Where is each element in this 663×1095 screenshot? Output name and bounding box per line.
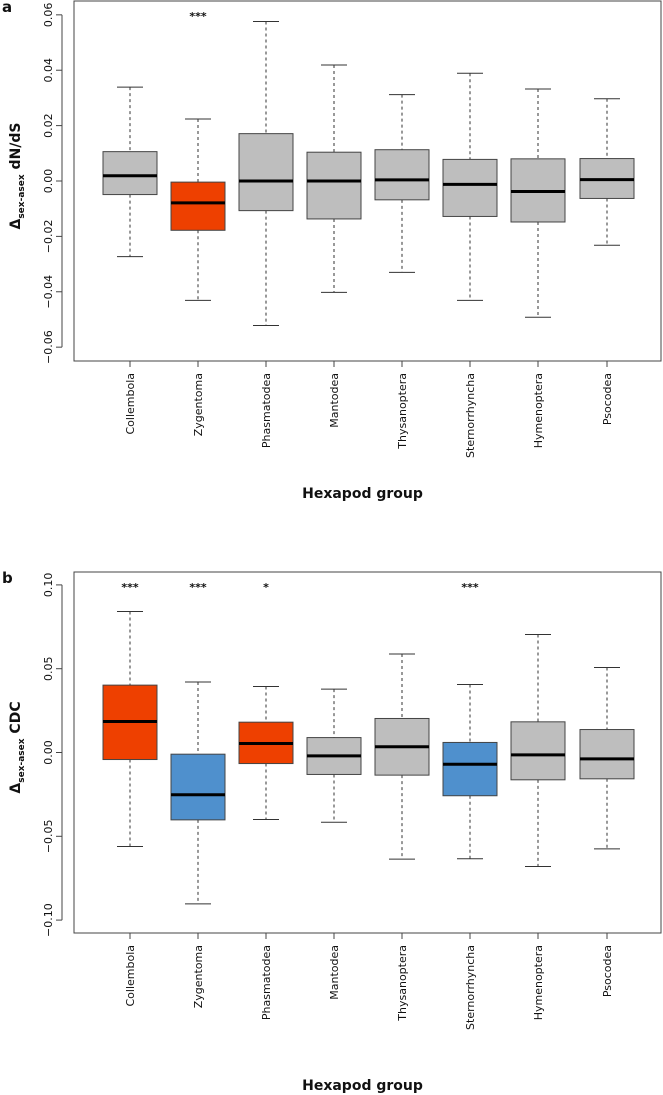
x-tick-label: Hymenoptera bbox=[532, 373, 545, 448]
box-phasmatodea bbox=[238, 20, 294, 327]
box-iqr bbox=[238, 133, 294, 212]
box-iqr bbox=[510, 721, 566, 781]
y-axis-label: Δsex-asex dN/dS bbox=[8, 122, 27, 229]
y-tick-label: 0.04 bbox=[42, 58, 55, 83]
box-iqr bbox=[579, 729, 635, 780]
y-label-quantity: CDC bbox=[8, 701, 24, 738]
y-label-subscript: sex-asex bbox=[17, 738, 27, 783]
x-tick-label: Thysanoptera bbox=[396, 945, 409, 1022]
significance-stars: *** bbox=[189, 581, 207, 594]
y-tick-label: −0.10 bbox=[42, 903, 55, 937]
panel-label: a bbox=[2, 0, 12, 16]
box-collembola: *** bbox=[102, 581, 158, 848]
x-tick-label: Mantodea bbox=[328, 945, 341, 1000]
box-iqr bbox=[170, 181, 226, 231]
y-label-subscript: sex-asex bbox=[17, 174, 27, 219]
box-psocodea bbox=[579, 98, 635, 246]
box-iqr bbox=[102, 151, 158, 196]
box-phasmatodea: * bbox=[238, 581, 294, 821]
box-iqr bbox=[442, 741, 498, 797]
x-tick-label: Sternorrhyncha bbox=[464, 945, 477, 1030]
significance-stars: *** bbox=[461, 581, 479, 594]
panel-a: a −0.06 −0.04 −0.02 0.00 0.02 0.04 0.06 Δsex-ase… bbox=[2, 0, 662, 502]
y-tick-label: 0.00 bbox=[42, 169, 55, 194]
box-thysanoptera bbox=[374, 653, 430, 860]
box-thysanoptera bbox=[374, 94, 430, 273]
box-zygentoma: *** bbox=[170, 581, 226, 905]
x-axis-label: Hexapod group bbox=[302, 486, 423, 502]
x-tick-label: Phasmatodea bbox=[260, 945, 273, 1020]
x-tick-label: Zygentoma bbox=[192, 945, 205, 1008]
y-tick-label: 0.06 bbox=[42, 3, 55, 28]
x-tick-label: Psocodea bbox=[601, 945, 614, 997]
box-mantodea bbox=[306, 64, 362, 293]
x-tick-label: Sternorrhyncha bbox=[464, 373, 477, 458]
y-tick-label: −0.05 bbox=[42, 819, 55, 853]
plot-frame bbox=[73, 0, 662, 362]
box-sternorrhyncha bbox=[442, 72, 498, 301]
significance-stars: *** bbox=[121, 581, 139, 594]
y-tick-label: 0.00 bbox=[42, 740, 55, 765]
plot-frame bbox=[73, 571, 662, 934]
x-tick-label: Hymenoptera bbox=[532, 945, 545, 1020]
x-tick-label: Collembola bbox=[124, 945, 137, 1007]
box-iqr bbox=[374, 149, 430, 201]
box-mantodea bbox=[306, 688, 362, 823]
y-tick-label: 0.10 bbox=[42, 573, 55, 598]
x-tick-label: Psocodea bbox=[601, 373, 614, 425]
significance-stars: * bbox=[263, 581, 269, 594]
y-label-delta: Δ bbox=[8, 783, 24, 794]
y-tick-label: −0.02 bbox=[42, 220, 55, 254]
y-axis-label: Δsex-asex CDC bbox=[8, 701, 27, 793]
x-tick-label: Mantodea bbox=[328, 373, 341, 428]
box-iqr bbox=[170, 753, 226, 821]
x-axis-label: Hexapod group bbox=[302, 1078, 423, 1094]
x-tick-label: Collembola bbox=[124, 373, 137, 435]
y-tick-label: 0.05 bbox=[42, 656, 55, 681]
box-zygentoma: *** bbox=[170, 10, 226, 301]
y-tick-label: 0.02 bbox=[42, 113, 55, 138]
significance-stars: *** bbox=[189, 10, 207, 23]
y-tick-label: −0.04 bbox=[42, 275, 55, 309]
y-label-quantity: dN/dS bbox=[8, 122, 24, 174]
x-tick-label: Zygentoma bbox=[192, 373, 205, 436]
box-psocodea bbox=[579, 667, 635, 850]
box-iqr bbox=[442, 158, 498, 217]
y-label-delta: Δ bbox=[8, 219, 24, 230]
panel-b: b −0.10 −0.05 0.00 0.05 0.10 Δsex-asex CDC Coll… bbox=[2, 569, 662, 1094]
box-collembola bbox=[102, 86, 158, 258]
box-hymenoptera bbox=[510, 634, 566, 867]
box-hymenoptera bbox=[510, 88, 566, 318]
box-sternorrhyncha: *** bbox=[442, 581, 498, 860]
x-tick-label: Thysanoptera bbox=[396, 373, 409, 450]
panel-label: b bbox=[2, 569, 13, 587]
box-iqr bbox=[306, 151, 362, 220]
y-tick-label: −0.06 bbox=[42, 330, 55, 364]
x-tick-label: Phasmatodea bbox=[260, 373, 273, 448]
